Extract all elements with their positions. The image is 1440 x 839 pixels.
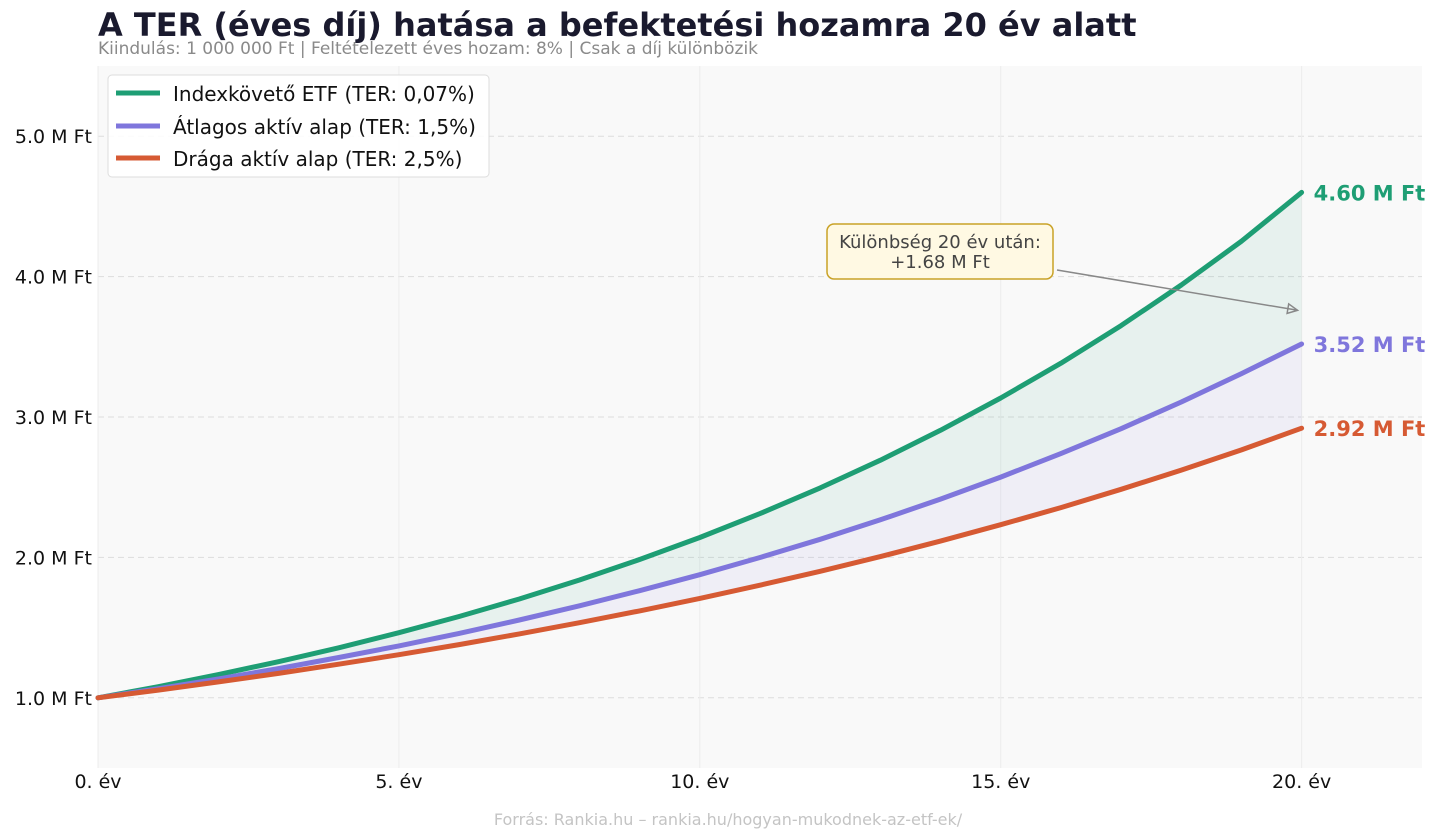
fill-between-0-1: [98, 192, 1302, 698]
legend: Indexkövető ETF (TER: 0,07%) Átlagos akt…: [107, 74, 490, 178]
y-axis-ticks: 1.0 M Ft 2.0 M Ft 3.0 M Ft 4.0 M Ft 5.0 M Ft: [15, 126, 92, 710]
source-credit: Forrás: Rankia.hu – rankia.hu/hogyan-muk…: [494, 810, 963, 829]
fill-areas: [98, 192, 1302, 698]
annotation-arrow-head: [1286, 302, 1300, 315]
series-line-expensive: [95, 425, 1305, 701]
y-tick-label: 1.0 M Ft: [15, 688, 92, 710]
series-lines: [95, 189, 1305, 701]
x-axis-ticks: 0. év 5. év 10. év 15. év 20. év: [74, 771, 1331, 793]
x-tick-label: 5. év: [375, 771, 422, 793]
y-tick-label: 4.0 M Ft: [15, 267, 92, 289]
end-label-etf: 4.60 M Ft: [1314, 181, 1426, 205]
end-label-expensive: 2.92 M Ft: [1314, 417, 1426, 441]
x-tick-label: 10. év: [670, 771, 729, 793]
legend-label-average: Átlagos aktív alap (TER: 1,5%): [173, 115, 476, 139]
end-labels: 4.60 M Ft 3.52 M Ft 2.92 M Ft: [1314, 181, 1426, 441]
series-line-etf: [95, 189, 1305, 701]
chart-subtitle: Kiindulás: 1 000 000 Ft | Feltételezett …: [98, 39, 758, 59]
y-tick-label: 2.0 M Ft: [15, 547, 92, 569]
end-label-average: 3.52 M Ft: [1314, 333, 1426, 357]
legend-box: [107, 74, 490, 178]
series-line-average: [95, 341, 1305, 701]
x-tick-label: 0. év: [74, 771, 121, 793]
y-tick-label: 5.0 M Ft: [15, 126, 92, 148]
legend-label-etf: Indexkövető ETF (TER: 0,07%): [173, 82, 475, 106]
legend-label-expensive: Drága aktív alap (TER: 2,5%): [173, 147, 462, 171]
annotation-box: [826, 223, 1054, 280]
x-tick-label: 15. év: [971, 771, 1030, 793]
annotation-line-1: Különbség 20 év után:: [839, 232, 1041, 253]
difference-annotation: Különbség 20 év után: +1.68 M Ft: [826, 223, 1300, 315]
y-tick-label: 3.0 M Ft: [15, 407, 92, 429]
chart-title: A TER (éves díj) hatása a befektetési ho…: [98, 6, 1136, 44]
annotation-arrow: [1056, 269, 1298, 312]
x-tick-label: 20. év: [1272, 771, 1331, 793]
annotation-line-2: +1.68 M Ft: [890, 252, 990, 273]
